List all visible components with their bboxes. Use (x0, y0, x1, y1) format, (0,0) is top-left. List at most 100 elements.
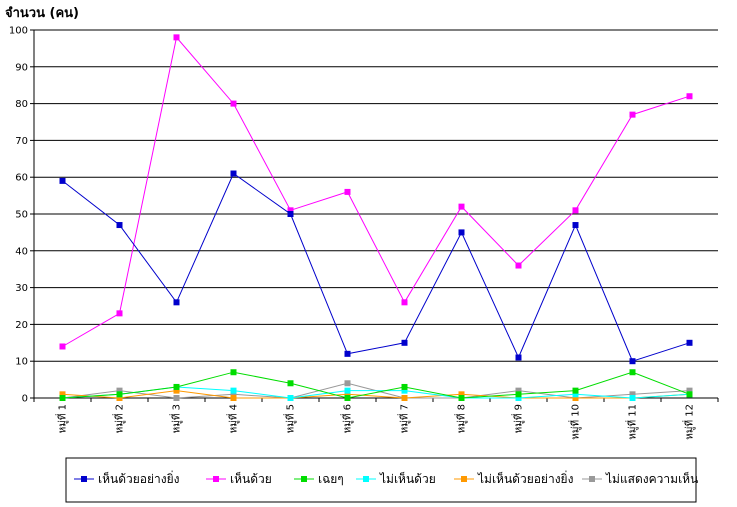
data-point (230, 395, 237, 401)
y-tick-label: 40 (15, 246, 28, 257)
data-point (629, 369, 636, 376)
series-line (62, 390, 690, 399)
data-point (230, 170, 237, 177)
data-point (59, 177, 66, 184)
x-axis-ticks: หมู่ที่ 1 หมู่ที่ 2 หมู่ที่ 3 หมู่ที่ 4 หมู่… (33, 398, 719, 440)
y-tick-label: 70 (15, 136, 28, 147)
x-tick-label: หมู่ที่ 10 (568, 404, 582, 440)
y-tick-label: 0 (22, 394, 28, 405)
data-point (230, 391, 237, 398)
x-tick-label: หมู่ที่ 11 (625, 404, 639, 440)
y-tick-label: 30 (15, 283, 28, 294)
data-point (515, 395, 522, 401)
data-point (344, 380, 351, 387)
data-point (458, 229, 465, 236)
data-point (515, 391, 522, 398)
data-point (230, 387, 237, 394)
data-point (401, 339, 408, 346)
data-point (116, 222, 123, 229)
data-point (344, 350, 351, 357)
data-point (572, 391, 579, 398)
data-point (401, 383, 408, 390)
data-point (515, 387, 522, 394)
data-point (515, 354, 522, 361)
y-tick-label: 80 (15, 99, 28, 110)
y-tick-label: 10 (15, 357, 28, 368)
data-point (515, 262, 522, 269)
data-point (59, 395, 66, 401)
data-point (59, 343, 66, 350)
data-point (230, 369, 237, 376)
data-point (287, 211, 294, 217)
data-point (686, 387, 693, 394)
data-point (59, 391, 66, 398)
legend-label: ไม่แสดงความเห็น (605, 471, 698, 486)
data-point (572, 207, 579, 214)
y-tick-label: 90 (15, 62, 28, 73)
legend-label: ไม่เห็นด้วย (379, 471, 436, 486)
x-tick-label: หมู่ที่ 5 (283, 404, 297, 433)
data-point (116, 387, 123, 394)
data-point (173, 299, 180, 306)
series-line (62, 36, 690, 347)
legend-marker (213, 476, 219, 482)
y-axis-ticks: 0 10 20 30 40 50 60 70 80 90 100 (9, 26, 34, 405)
series-lines (59, 34, 693, 401)
legend-marker (461, 476, 467, 482)
y-tick-label: 20 (15, 320, 28, 331)
x-tick-label: หมู่ที่ 1 (55, 404, 69, 433)
data-point (629, 111, 636, 118)
data-point (458, 395, 465, 401)
y-axis-title: จำนวน (คน) (5, 5, 79, 21)
data-point (173, 387, 180, 394)
data-point (572, 387, 579, 394)
data-point (173, 34, 180, 41)
legend-marker (589, 476, 595, 482)
x-tick-label: หมู่ที่ 9 (511, 404, 525, 433)
y-tick-label: 50 (15, 210, 28, 221)
series-line (62, 371, 690, 399)
x-tick-label: หมู่ที่ 6 (340, 404, 354, 433)
y-tick-label: 100 (9, 26, 28, 37)
y-tick-label: 60 (15, 173, 28, 184)
x-tick-label: หมู่ที่ 4 (226, 404, 240, 433)
data-point (686, 339, 693, 346)
data-point (116, 395, 123, 401)
data-point (344, 188, 351, 195)
data-point (116, 310, 123, 317)
data-point (629, 358, 636, 365)
legend-label: เฉยๆ (318, 472, 344, 486)
data-point (173, 395, 180, 401)
data-point (344, 391, 351, 398)
data-point (572, 222, 579, 229)
legend-marker (363, 476, 369, 482)
data-point (344, 395, 351, 401)
data-point (458, 391, 465, 398)
x-tick-label: หมู่ที่ 12 (682, 404, 696, 440)
x-tick-label: หมู่ที่ 3 (169, 404, 183, 433)
legend: เห็นด้วยอย่างยิ่ง เห็นด้วย เฉยๆ ไม่เห็นด้วย… (65, 457, 698, 503)
data-point (401, 387, 408, 394)
series-line (62, 172, 690, 362)
legend-marker (301, 476, 307, 482)
data-point (287, 395, 294, 401)
data-point (686, 391, 693, 398)
data-point (629, 391, 636, 398)
data-point (173, 383, 180, 390)
legend-label: เห็นด้วยอย่างยิ่ง (98, 470, 180, 486)
gridlines (33, 29, 718, 399)
data-point (287, 207, 294, 214)
data-point (572, 395, 579, 401)
data-point (629, 395, 636, 401)
legend-label: เห็นด้วย (230, 471, 272, 486)
data-point (686, 93, 693, 100)
data-point (116, 391, 123, 398)
data-point (344, 387, 351, 394)
data-point (287, 380, 294, 387)
data-point (401, 299, 408, 306)
x-tick-label: หมู่ที่ 8 (454, 404, 468, 433)
legend-marker (81, 476, 87, 482)
legend-label: ไม่เห็นด้วยอย่างยิ่ง (477, 470, 573, 486)
x-tick-label: หมู่ที่ 7 (397, 404, 411, 433)
